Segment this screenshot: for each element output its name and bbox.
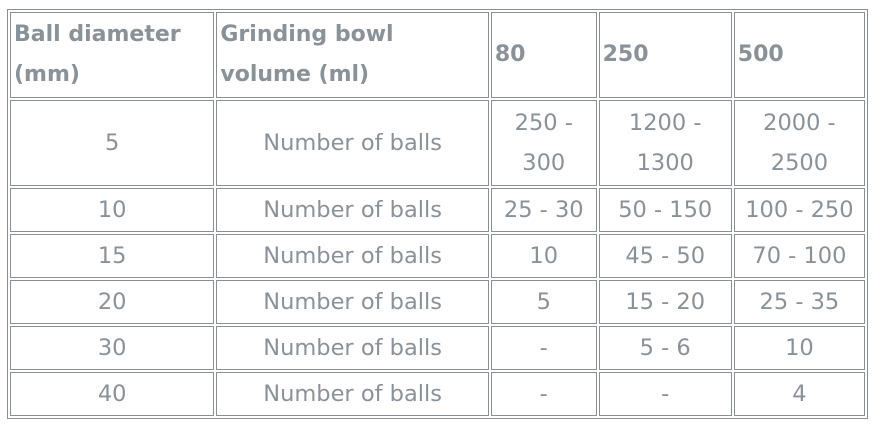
cell-volume-500: 10	[733, 326, 865, 370]
table-row: 20 Number of balls 5 15 - 20 25 - 35	[10, 280, 865, 324]
cell-volume-250: 45 - 50	[598, 234, 732, 278]
header-volume-250: 250	[598, 12, 732, 98]
cell-ball-diameter: 20	[10, 280, 215, 324]
cell-row-label: Number of balls	[216, 326, 489, 370]
header-ball-diameter: Ball diameter (mm)	[10, 12, 215, 98]
cell-volume-250: -	[598, 372, 732, 416]
cell-volume-250: 1200 - 1300	[598, 100, 732, 186]
cell-row-label: Number of balls	[216, 100, 489, 186]
cell-ball-diameter: 40	[10, 372, 215, 416]
table-header-row: Ball diameter (mm) Grinding bowl volume …	[10, 12, 865, 98]
cell-volume-500: 4	[733, 372, 865, 416]
table-row: 10 Number of balls 25 - 30 50 - 150 100 …	[10, 188, 865, 232]
cell-ball-diameter: 30	[10, 326, 215, 370]
cell-row-label: Number of balls	[216, 234, 489, 278]
cell-volume-500: 100 - 250	[733, 188, 865, 232]
cell-volume-250: 50 - 150	[598, 188, 732, 232]
cell-row-label: Number of balls	[216, 372, 489, 416]
table-row: 5 Number of balls 250 - 300 1200 - 1300 …	[10, 100, 865, 186]
cell-row-label: Number of balls	[216, 188, 489, 232]
cell-volume-500: 70 - 100	[733, 234, 865, 278]
header-volume-500: 500	[733, 12, 865, 98]
cell-ball-diameter: 10	[10, 188, 215, 232]
header-volume-80: 80	[490, 12, 597, 98]
cell-volume-80: 25 - 30	[490, 188, 597, 232]
table-row: 15 Number of balls 10 45 - 50 70 - 100	[10, 234, 865, 278]
cell-volume-80: -	[490, 326, 597, 370]
cell-volume-500: 2000 - 2500	[733, 100, 865, 186]
ball-count-table: Ball diameter (mm) Grinding bowl volume …	[7, 9, 868, 419]
cell-row-label: Number of balls	[216, 280, 489, 324]
cell-volume-80: 250 - 300	[490, 100, 597, 186]
table-row: 30 Number of balls - 5 - 6 10	[10, 326, 865, 370]
cell-volume-80: 5	[490, 280, 597, 324]
cell-ball-diameter: 5	[10, 100, 215, 186]
cell-volume-500: 25 - 35	[733, 280, 865, 324]
cell-volume-250: 5 - 6	[598, 326, 732, 370]
table-row: 40 Number of balls - - 4	[10, 372, 865, 416]
cell-volume-250: 15 - 20	[598, 280, 732, 324]
cell-volume-80: -	[490, 372, 597, 416]
cell-ball-diameter: 15	[10, 234, 215, 278]
header-grinding-bowl-volume: Grinding bowl volume (ml)	[216, 12, 489, 98]
cell-volume-80: 10	[490, 234, 597, 278]
